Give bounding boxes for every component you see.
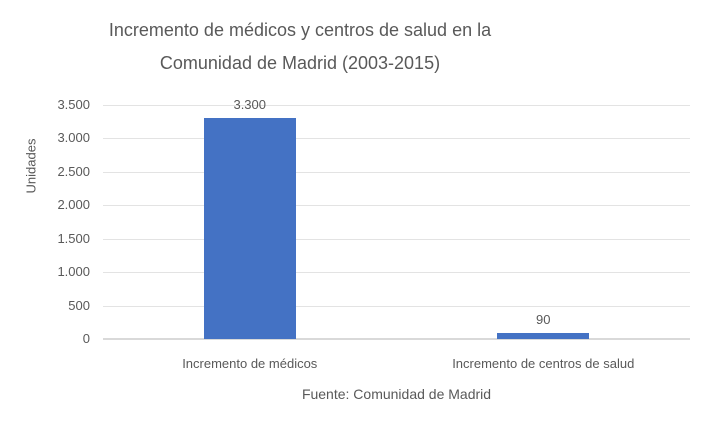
y-tick-label-5: 2.500 [57,163,90,179]
y-tick-label-0: 0 [82,331,90,346]
x-axis-line [103,338,690,340]
chart-title-line-2: Comunidad de Madrid (2003-2015) [159,53,441,73]
y-tick-label-2: 1.000 [57,264,90,280]
data-label-0: 3.300 [233,97,267,113]
y-tick-label-1: 500 [68,297,90,313]
bar-0 [203,118,296,339]
y-tick-label-3: 1.500 [57,230,90,246]
y-tick-label-4: 2.000 [57,197,90,213]
gridline [103,171,690,173]
gridline [103,272,690,274]
chart-title-line-1: Incremento de médicos y centros de salud… [108,20,492,40]
plot-area: 3.300 90 [103,97,690,340]
bar-1 [497,332,590,339]
data-label-1: 90 [536,311,551,327]
gridline [103,305,690,307]
y-tick-label-6: 3.000 [57,130,90,146]
chart-title: Incremento de médicos y centros de salud… [0,14,600,80]
gridline [103,105,690,106]
gridline [103,138,690,140]
y-tick-label-7: 3.500 [57,97,90,112]
gridline [103,238,690,240]
category-label-0: Incremento de médicos [182,356,318,371]
category-label-1: Incremento de centros de salud [452,356,635,371]
gridline [103,205,690,207]
x-axis-title: Fuente: Comunidad de Madrid [301,386,492,402]
